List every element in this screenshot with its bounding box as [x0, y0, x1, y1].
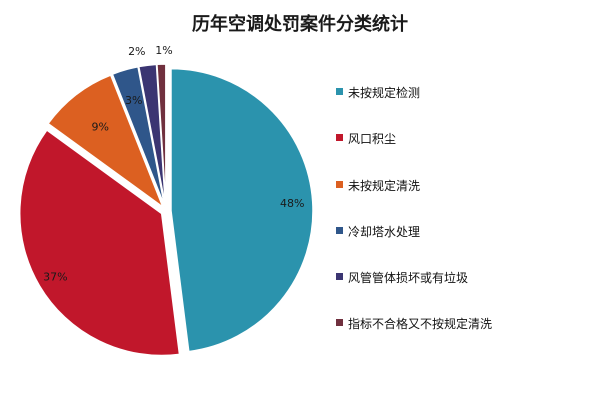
legend-swatch	[336, 319, 343, 327]
pie-slice	[156, 63, 167, 207]
slice-data-label: 3%	[125, 94, 142, 107]
legend-swatch	[336, 226, 343, 234]
slice-data-label: 48%	[280, 197, 304, 210]
legend-swatch	[336, 88, 343, 95]
legend-item: 未按规定清洗	[336, 177, 596, 223]
slice-data-label: 9%	[92, 120, 109, 133]
slice-data-label: 37%	[43, 270, 67, 283]
legend-item: 风口积尘	[336, 130, 596, 176]
legend-swatch	[336, 273, 343, 281]
legend-label: 未按规定清洗	[348, 178, 421, 193]
legend-label: 指标不合格又不按规定清洗	[348, 317, 493, 332]
pie-slice	[18, 129, 181, 357]
pie-slice	[170, 67, 314, 353]
slice-data-label: 2%	[128, 45, 145, 58]
legend-label: 风口积尘	[348, 132, 397, 147]
pie-slice	[47, 74, 165, 210]
legend: 未按规定检测 风口积尘未按规定清洗 冷却塔水处理风管管体损坏或有垃圾指标不合格又不按…	[336, 84, 596, 362]
legend-item: 风管管体损坏或有垃圾	[336, 269, 596, 315]
legend-swatch	[336, 134, 343, 142]
legend-item: 未按规定检测	[336, 84, 596, 130]
pie-slice	[111, 65, 166, 207]
legend-swatch	[336, 180, 343, 188]
legend-item: 冷却塔水处理	[336, 223, 596, 269]
legend-item: 指标不合格又不按规定清洗	[336, 315, 596, 361]
slice-data-label: 1%	[155, 44, 172, 57]
legend-label: 风管管体损坏或有垃圾	[348, 271, 469, 286]
legend-label: 未按规定检测	[348, 86, 421, 100]
chart-title: 历年空调处罚案件分类统计	[192, 14, 408, 35]
legend-label: 冷却塔水处理	[348, 224, 421, 239]
